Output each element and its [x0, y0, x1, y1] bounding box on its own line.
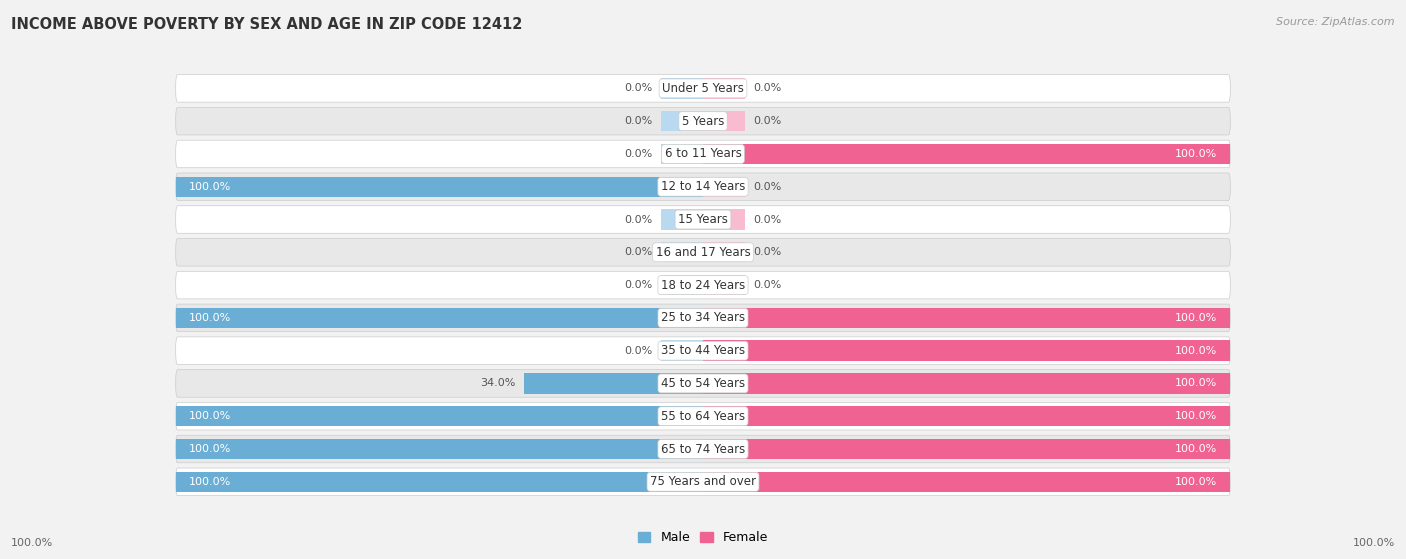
Bar: [176, 307, 703, 328]
Bar: [703, 472, 1230, 492]
Bar: [661, 144, 703, 164]
Bar: [703, 406, 1230, 427]
Legend: Male, Female: Male, Female: [633, 526, 773, 549]
Text: Under 5 Years: Under 5 Years: [662, 82, 744, 95]
Text: 100.0%: 100.0%: [1175, 378, 1218, 389]
Text: 34.0%: 34.0%: [481, 378, 516, 389]
Bar: [703, 210, 745, 230]
Bar: [703, 242, 745, 263]
Text: 15 Years: 15 Years: [678, 213, 728, 226]
Text: 100.0%: 100.0%: [1175, 149, 1218, 159]
FancyBboxPatch shape: [176, 107, 1230, 135]
Text: 100.0%: 100.0%: [188, 313, 231, 323]
Text: 100.0%: 100.0%: [11, 538, 53, 548]
Text: 0.0%: 0.0%: [754, 182, 782, 192]
Text: 100.0%: 100.0%: [188, 444, 231, 454]
Text: INCOME ABOVE POVERTY BY SEX AND AGE IN ZIP CODE 12412: INCOME ABOVE POVERTY BY SEX AND AGE IN Z…: [11, 17, 523, 32]
Text: 100.0%: 100.0%: [1353, 538, 1395, 548]
Bar: [703, 373, 1230, 394]
Text: 0.0%: 0.0%: [624, 116, 652, 126]
Text: 0.0%: 0.0%: [754, 280, 782, 290]
Bar: [703, 275, 745, 295]
FancyBboxPatch shape: [176, 337, 1230, 364]
Text: 35 to 44 Years: 35 to 44 Years: [661, 344, 745, 357]
FancyBboxPatch shape: [176, 402, 1230, 430]
Text: Source: ZipAtlas.com: Source: ZipAtlas.com: [1277, 17, 1395, 27]
Text: 0.0%: 0.0%: [624, 247, 652, 257]
FancyBboxPatch shape: [176, 140, 1230, 168]
Text: 75 Years and over: 75 Years and over: [650, 475, 756, 489]
Bar: [661, 210, 703, 230]
Bar: [661, 340, 703, 361]
Text: 18 to 24 Years: 18 to 24 Years: [661, 278, 745, 292]
FancyBboxPatch shape: [176, 435, 1230, 463]
Bar: [703, 177, 745, 197]
Text: 6 to 11 Years: 6 to 11 Years: [665, 148, 741, 160]
Bar: [176, 472, 703, 492]
Bar: [661, 111, 703, 131]
Text: 16 and 17 Years: 16 and 17 Years: [655, 246, 751, 259]
Bar: [661, 242, 703, 263]
Bar: [703, 307, 1230, 328]
Text: 100.0%: 100.0%: [188, 411, 231, 421]
FancyBboxPatch shape: [176, 369, 1230, 397]
Text: 0.0%: 0.0%: [754, 247, 782, 257]
FancyBboxPatch shape: [176, 468, 1230, 496]
Bar: [176, 406, 703, 427]
Text: 100.0%: 100.0%: [1175, 477, 1218, 487]
Bar: [661, 275, 703, 295]
Text: 100.0%: 100.0%: [1175, 411, 1218, 421]
Bar: [703, 340, 1230, 361]
Bar: [524, 373, 703, 394]
Bar: [703, 144, 1230, 164]
Bar: [176, 439, 703, 459]
Text: 100.0%: 100.0%: [1175, 345, 1218, 356]
Text: 5 Years: 5 Years: [682, 115, 724, 127]
Bar: [661, 78, 703, 98]
Text: 0.0%: 0.0%: [624, 215, 652, 225]
FancyBboxPatch shape: [176, 206, 1230, 233]
Text: 0.0%: 0.0%: [624, 149, 652, 159]
Bar: [703, 439, 1230, 459]
Text: 0.0%: 0.0%: [754, 83, 782, 93]
FancyBboxPatch shape: [176, 173, 1230, 201]
FancyBboxPatch shape: [176, 74, 1230, 102]
Text: 0.0%: 0.0%: [754, 116, 782, 126]
Text: 12 to 14 Years: 12 to 14 Years: [661, 180, 745, 193]
Text: 100.0%: 100.0%: [188, 477, 231, 487]
Text: 0.0%: 0.0%: [754, 215, 782, 225]
Text: 65 to 74 Years: 65 to 74 Years: [661, 443, 745, 456]
Bar: [176, 177, 703, 197]
FancyBboxPatch shape: [176, 239, 1230, 266]
Text: 25 to 34 Years: 25 to 34 Years: [661, 311, 745, 324]
Text: 55 to 64 Years: 55 to 64 Years: [661, 410, 745, 423]
Text: 0.0%: 0.0%: [624, 280, 652, 290]
Text: 100.0%: 100.0%: [1175, 444, 1218, 454]
Bar: [703, 111, 745, 131]
Text: 0.0%: 0.0%: [624, 83, 652, 93]
Text: 0.0%: 0.0%: [624, 345, 652, 356]
Bar: [703, 78, 745, 98]
FancyBboxPatch shape: [176, 271, 1230, 299]
FancyBboxPatch shape: [176, 304, 1230, 331]
Text: 45 to 54 Years: 45 to 54 Years: [661, 377, 745, 390]
Text: 100.0%: 100.0%: [188, 182, 231, 192]
Text: 100.0%: 100.0%: [1175, 313, 1218, 323]
